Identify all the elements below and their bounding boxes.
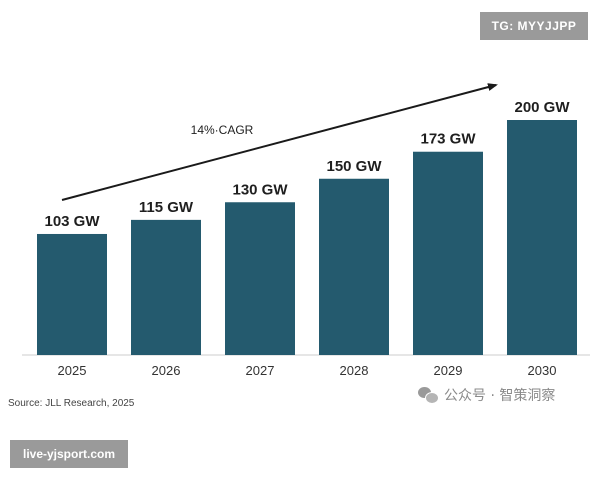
bar-2027 — [225, 202, 295, 355]
wechat-icon — [418, 387, 439, 404]
data-label-2026: 115 GW — [139, 199, 194, 216]
data-label-2025: 103 GW — [44, 213, 100, 230]
x-tick-2028: 2028 — [340, 363, 369, 378]
bar-2026 — [131, 219, 201, 355]
bar-2028 — [319, 178, 389, 355]
telegram-watermark: TG: MYYJJPP — [480, 12, 588, 40]
bar-2030 — [507, 120, 577, 355]
data-label-2030: 200 GW — [514, 99, 570, 116]
x-tick-2027: 2027 — [246, 363, 275, 378]
x-tick-2029: 2029 — [434, 363, 463, 378]
x-tick-2030: 2030 — [528, 363, 557, 378]
source-note: Source: JLL Research, 2025 — [8, 398, 135, 409]
cagr-trend-arrow — [61, 83, 498, 201]
wechat-account-label: 公众号 · 智策洞察 — [444, 388, 556, 404]
x-tick-2025: 2025 — [58, 363, 87, 378]
cagr-annotation: 14%·CAGR — [191, 123, 254, 137]
bar-2029 — [413, 151, 483, 355]
wechat-watermark: 公众号 · 智策洞察 — [418, 385, 555, 405]
x-tick-2026: 2026 — [152, 363, 181, 378]
site-watermark: live-yjsport.com — [10, 440, 128, 468]
bar-2025 — [37, 233, 107, 355]
data-label-2027: 130 GW — [232, 181, 288, 198]
data-label-2029: 173 GW — [420, 131, 476, 148]
data-label-2028: 150 GW — [326, 158, 382, 175]
